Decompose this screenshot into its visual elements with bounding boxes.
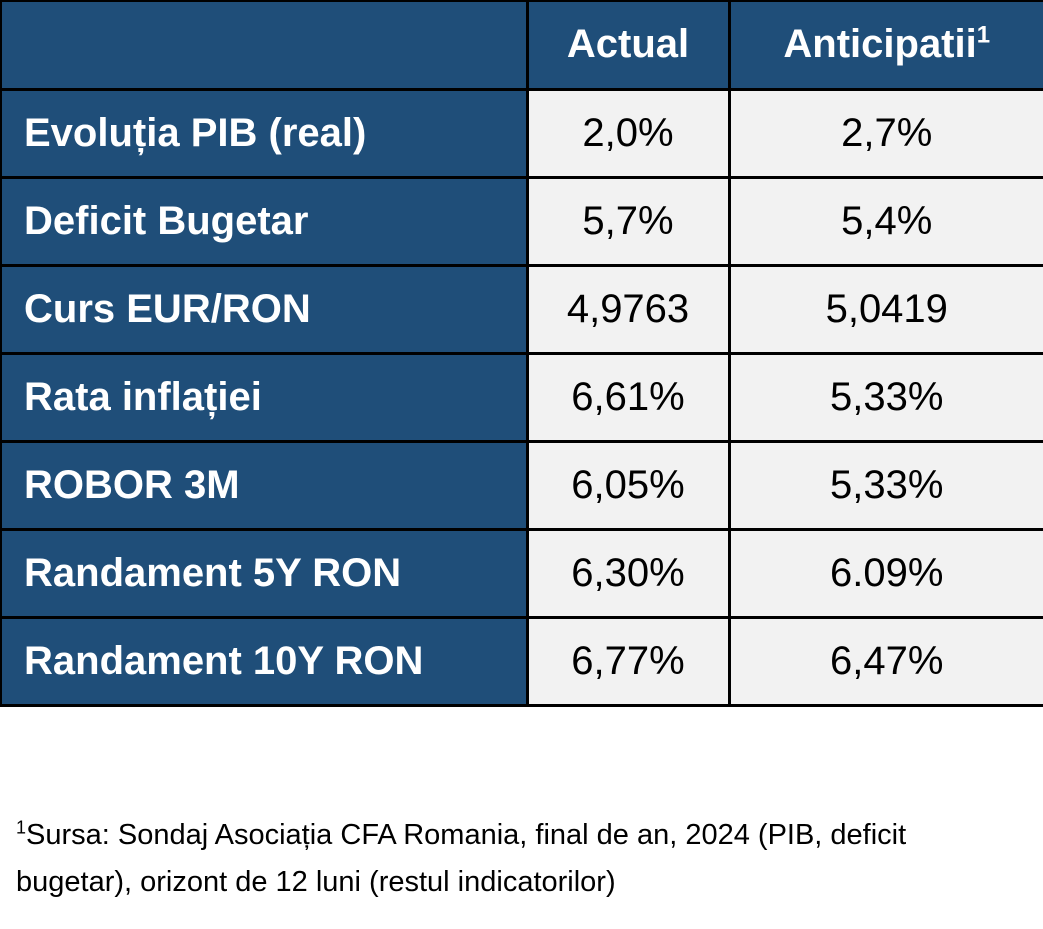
row-label: Randament 10Y RON — [0, 615, 529, 707]
row-label: Randament 5Y RON — [0, 527, 529, 619]
row-label: Rata inflației — [0, 351, 529, 443]
anticipatii-value: 5,4% — [727, 175, 1043, 267]
header-empty-cell — [0, 0, 529, 91]
table-row: Deficit Bugetar 5,7% 5,4% — [0, 175, 1043, 267]
footnote-mark: 1 — [16, 817, 27, 838]
actual-value: 6,30% — [525, 527, 731, 619]
header-actual: Actual — [525, 0, 731, 91]
table-row: Randament 10Y RON 6,77% 6,47% — [0, 615, 1043, 707]
anticipatii-value: 6.09% — [727, 527, 1043, 619]
source-footnote: 1Sursa: Sondaj Asociația CFA Romania, fi… — [16, 812, 1026, 906]
table-row: Rata inflației 6,61% 5,33% — [0, 351, 1043, 443]
table-header-row: Actual Anticipatii1 — [0, 0, 1043, 91]
table-row: Curs EUR/RON 4,9763 5,0419 — [0, 263, 1043, 355]
table-row: Evoluția PIB (real) 2,0% 2,7% — [0, 87, 1043, 179]
table-row: ROBOR 3M 6,05% 5,33% — [0, 439, 1043, 531]
actual-value: 6,61% — [525, 351, 731, 443]
footnote-text: Sursa: Sondaj Asociația CFA Romania, fin… — [16, 819, 907, 898]
header-anticipatii: Anticipatii1 — [727, 0, 1043, 91]
anticipatii-value: 5,33% — [727, 439, 1043, 531]
anticipatii-value: 5,33% — [727, 351, 1043, 443]
header-anticipatii-label: Anticipatii — [783, 22, 977, 67]
anticipatii-value: 2,7% — [727, 87, 1043, 179]
actual-value: 5,7% — [525, 175, 731, 267]
actual-value: 4,9763 — [525, 263, 731, 355]
table-row: Randament 5Y RON 6,30% 6.09% — [0, 527, 1043, 619]
actual-value: 2,0% — [525, 87, 731, 179]
anticipatii-value: 5,0419 — [727, 263, 1043, 355]
row-label: ROBOR 3M — [0, 439, 529, 531]
indicators-table: Actual Anticipatii1 Evoluția PIB (real) … — [0, 0, 1043, 707]
row-label: Curs EUR/RON — [0, 263, 529, 355]
row-label: Evoluția PIB (real) — [0, 87, 529, 179]
row-label: Deficit Bugetar — [0, 175, 529, 267]
anticipatii-value: 6,47% — [727, 615, 1043, 707]
actual-value: 6,05% — [525, 439, 731, 531]
actual-value: 6,77% — [525, 615, 731, 707]
header-anticipatii-footnote-mark: 1 — [976, 21, 991, 49]
